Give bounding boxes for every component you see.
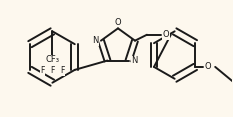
Text: CF₃: CF₃: [45, 55, 59, 64]
Text: F: F: [50, 66, 55, 75]
Text: F: F: [60, 66, 65, 75]
Text: F: F: [40, 66, 45, 75]
Text: O: O: [115, 18, 121, 27]
Text: N: N: [92, 36, 98, 45]
Text: N: N: [131, 56, 138, 65]
Text: O: O: [205, 62, 212, 71]
Text: O: O: [162, 30, 169, 39]
